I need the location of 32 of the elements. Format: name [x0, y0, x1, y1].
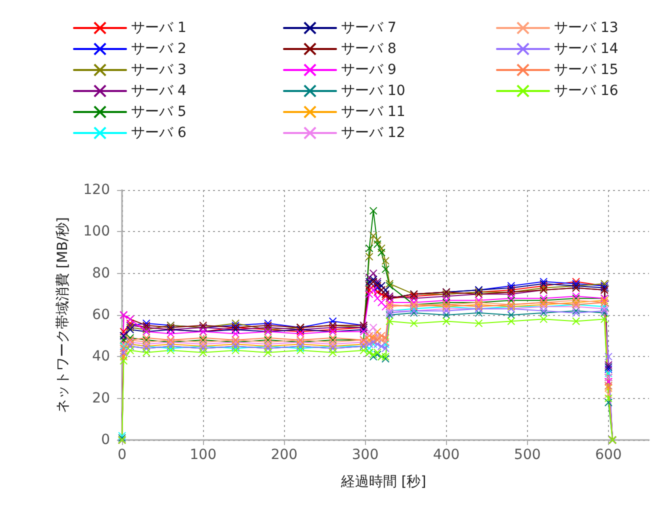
y-tick-label: 0 — [101, 432, 110, 448]
y-tick-label: 100 — [83, 224, 110, 240]
x-tick-label: 300 — [352, 447, 379, 463]
legend-label: サーバ 16 — [554, 83, 618, 99]
legend-label: サーバ 13 — [554, 20, 618, 36]
legend-label: サーバ 10 — [341, 83, 406, 99]
x-tick-label: 200 — [270, 447, 298, 463]
x-tick-label: 500 — [514, 447, 541, 463]
x-tick-label: 400 — [432, 447, 460, 463]
legend-label: サーバ 7 — [341, 20, 396, 36]
y-tick-label: 60 — [92, 307, 110, 323]
legend-label: サーバ 15 — [554, 62, 618, 78]
y-axis-title: ネットワーク帯域消費 [MB/秒] — [55, 217, 71, 413]
y-tick-label: 120 — [83, 182, 110, 198]
legend-label: サーバ 1 — [131, 20, 186, 36]
legend-label: サーバ 8 — [341, 41, 396, 57]
legend-label: サーバ 3 — [131, 62, 186, 78]
y-tick-label: 80 — [92, 265, 110, 282]
legend-label: サーバ 5 — [131, 104, 186, 120]
legend-label: サーバ 11 — [341, 104, 406, 120]
x-tick-label: 600 — [595, 447, 622, 463]
x-tick-label: 100 — [190, 447, 216, 463]
x-axis-title: 経過時間 [秒] — [340, 474, 426, 490]
legend-label: サーバ 12 — [341, 125, 406, 141]
y-tick-label: 40 — [92, 348, 110, 365]
legend-label: サーバ 6 — [131, 125, 186, 141]
y-tick-label: 20 — [92, 390, 110, 406]
legend-label: サーバ 4 — [131, 83, 186, 99]
legend-label: サーバ 2 — [131, 41, 186, 57]
legend-label: サーバ 14 — [554, 41, 618, 57]
legend-label: サーバ 9 — [341, 62, 396, 78]
x-tick-label: 0 — [118, 447, 127, 463]
